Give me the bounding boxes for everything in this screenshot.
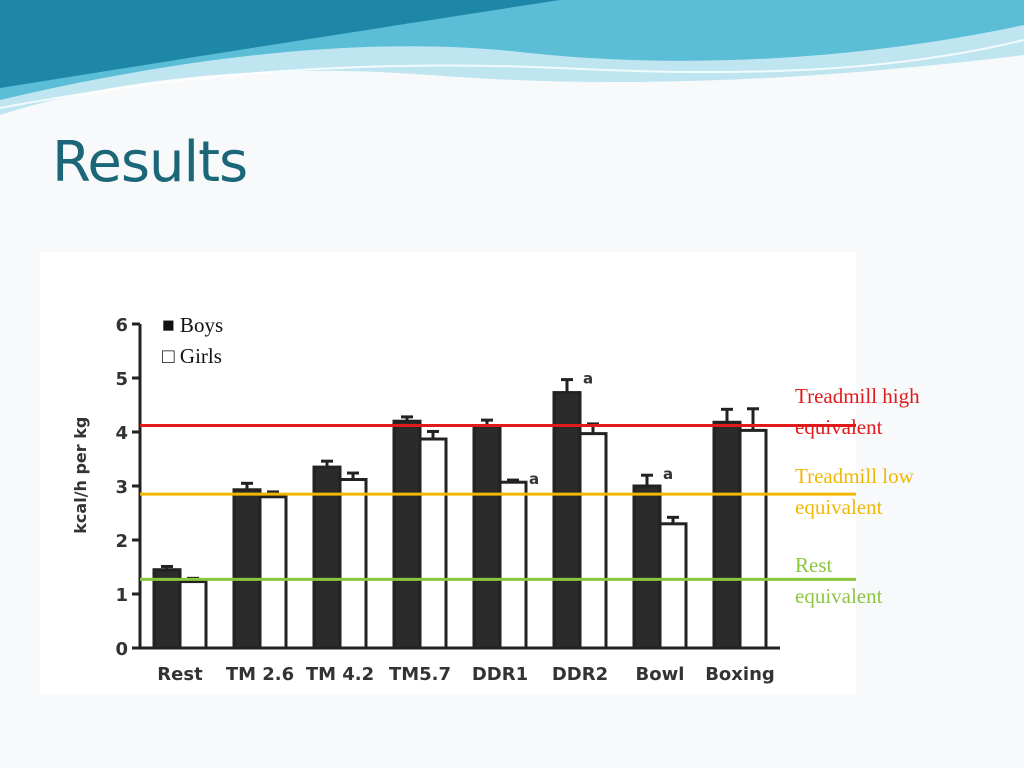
x-tick-label: TM 4.2 xyxy=(306,664,374,685)
x-tick-label: Rest xyxy=(157,664,203,685)
note-line: Treadmill low xyxy=(795,464,914,488)
note-rest: Rest equivalent xyxy=(795,550,882,612)
bar-boys xyxy=(392,419,422,650)
x-tick-label: TM5.7 xyxy=(389,664,451,685)
legend-item-boys: ■ Boys xyxy=(162,313,223,337)
x-tick-label: DDR2 xyxy=(552,664,608,685)
bar-boys xyxy=(552,391,582,650)
note-line: Rest xyxy=(795,553,833,577)
header-wave-decoration xyxy=(0,0,1024,115)
bar-girls xyxy=(658,522,688,650)
chart-panel: 0 1 2 3 4 5 6 kcal/h per kg Rest TM 2.6 TM 4.2 TM5.… xyxy=(40,252,856,694)
x-tick-label: Boxing xyxy=(705,664,775,685)
bar-girls xyxy=(738,428,768,650)
bar-boys xyxy=(472,424,502,650)
bar-girls xyxy=(498,480,528,650)
x-tick-label: Bowl xyxy=(636,664,685,685)
bar-boys xyxy=(632,484,662,650)
bar-boys xyxy=(232,488,262,650)
bar-girls xyxy=(418,437,448,650)
legend-item-girls: □ Girls xyxy=(162,344,222,368)
x-tick-label: TM 2.6 xyxy=(226,664,294,685)
y-tick-label: 4 xyxy=(115,423,128,444)
significance-mark: a xyxy=(583,370,593,388)
y-tick-label: 1 xyxy=(115,585,128,606)
y-axis-label: kcal/h per kg xyxy=(71,417,90,534)
note-line: equivalent xyxy=(795,495,883,519)
note-line: Treadmill high xyxy=(795,384,920,408)
wave-dark xyxy=(0,0,560,88)
bar-chart: 0 1 2 3 4 5 6 kcal/h per kg Rest TM 2.6 TM 4.2 TM5.… xyxy=(71,313,856,685)
y-tick-label: 3 xyxy=(115,477,128,498)
bar-girls xyxy=(258,495,288,650)
note-treadmill-low: Treadmill low equivalent xyxy=(795,461,914,523)
wave-highlight xyxy=(0,39,1024,109)
significance-mark: a xyxy=(529,470,539,488)
y-tick-label: 5 xyxy=(115,369,128,390)
significance-mark: a xyxy=(663,465,673,483)
bar-girls xyxy=(178,580,208,650)
bar-girls xyxy=(338,478,368,650)
y-tick-label: 2 xyxy=(115,531,128,552)
bar-boys xyxy=(152,568,182,650)
note-line: equivalent xyxy=(795,415,883,439)
y-tick-label: 6 xyxy=(115,315,128,336)
y-tick-label: 0 xyxy=(115,639,128,660)
x-tick-label: DDR1 xyxy=(472,664,528,685)
bar-girls xyxy=(578,432,608,650)
bar-boys xyxy=(712,420,742,650)
note-treadmill-high: Treadmill high equivalent xyxy=(795,381,920,443)
slide-title: Results xyxy=(52,130,248,195)
note-line: equivalent xyxy=(795,584,883,608)
